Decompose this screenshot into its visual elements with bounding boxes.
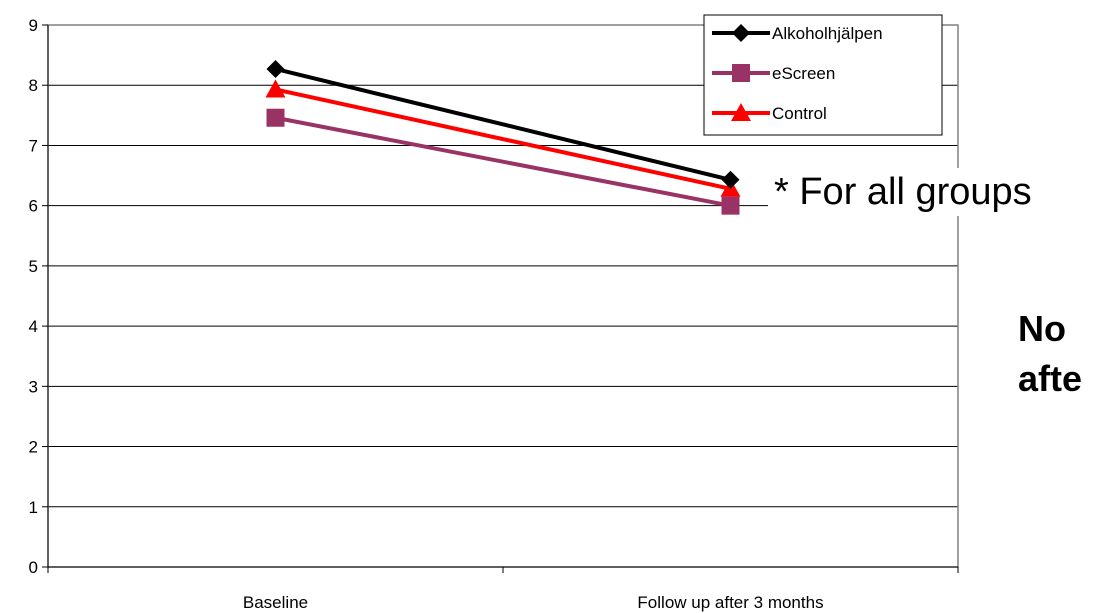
series-line [275, 67, 731, 182]
axes: 0 1 2 3 4 5 6 7 8 9 Baseline Follow up after 3 mont… [29, 16, 959, 612]
series-line [275, 115, 731, 208]
data-point [721, 196, 740, 215]
data-point [266, 108, 285, 127]
x-tick-label: Follow up after 3 months [637, 593, 823, 612]
legend-swatch-marker [732, 24, 750, 42]
x-tick-label: Baseline [243, 593, 308, 612]
conclusion-annotation: No afte [1018, 304, 1083, 404]
legend-label: Alkoholhjälpen [772, 24, 883, 43]
legend-label: Control [772, 104, 827, 123]
data-point [721, 170, 740, 189]
gridlines [48, 84, 958, 508]
groups-annotation: * For all groups [768, 168, 1042, 216]
legend-label: eScreen [772, 64, 835, 83]
conclusion-line-1: No [1018, 308, 1066, 349]
y-tick-label: 8 [29, 76, 38, 95]
y-tick-label: 7 [29, 136, 38, 155]
y-tick-label: 4 [29, 317, 38, 336]
data-point [266, 59, 285, 78]
series-lines [265, 59, 741, 215]
y-tick-label: 9 [29, 16, 38, 35]
y-tick-label: 2 [29, 438, 38, 457]
y-tick-label: 0 [29, 558, 38, 577]
y-tick-label: 3 [29, 377, 38, 396]
y-tick-label: 1 [29, 498, 38, 517]
legend-swatch-marker [732, 64, 750, 82]
y-tick-label: 6 [29, 197, 38, 216]
series-line [275, 87, 731, 191]
conclusion-line-2: afte [1018, 358, 1083, 399]
data-point [265, 79, 286, 98]
legend: Alkoholhjälpen eScreen Control [703, 14, 943, 136]
legend-swatch-marker [731, 103, 751, 121]
y-tick-label: 5 [29, 257, 38, 276]
